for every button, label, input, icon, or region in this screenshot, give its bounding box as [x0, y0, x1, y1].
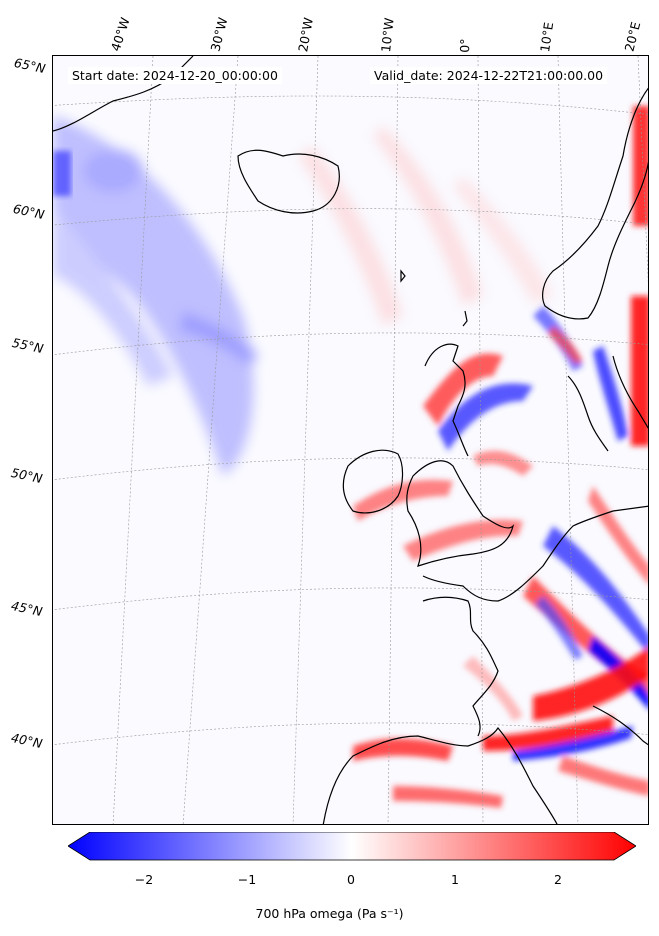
lon-label-40w: 40°W [107, 15, 133, 53]
lat-label-60n: 60°N [11, 200, 46, 223]
ascent-features-uk [353, 353, 533, 561]
graticule [53, 56, 648, 824]
faroe-islands [400, 269, 406, 283]
ireland-coast [342, 449, 404, 514]
omega-field-map [53, 56, 648, 824]
iceland-coast [237, 149, 340, 214]
lon-label-20w: 20°W [295, 16, 316, 53]
continent-coast [422, 505, 648, 602]
coastlines [53, 56, 648, 824]
lon-label-10e: 10°E [537, 21, 557, 53]
lat-label-50n: 50°N [9, 464, 44, 487]
denmark-coast [567, 375, 609, 452]
colorbar-tick: −1 [237, 872, 257, 887]
colorbar-label: 700 hPa omega (Pa s⁻¹) [255, 906, 404, 921]
lat-label-55n: 55°N [10, 334, 45, 357]
start-date-label: Start date: 2024-12-20_00:00:00 [68, 67, 282, 84]
colorbar-gradient [68, 832, 636, 861]
italy-coast [592, 705, 648, 746]
lon-label-20e: 20°E [621, 20, 644, 53]
lon-label-10w: 10°W [378, 17, 397, 53]
norway-coast [542, 87, 648, 320]
map-panel [52, 55, 649, 825]
scotland-coast [424, 343, 469, 457]
valid-date-label: Valid_date: 2024-12-22T21:00:00.00 [370, 67, 608, 84]
lon-label-0: 0° [457, 38, 473, 53]
ascent-streaks-ocean [298, 126, 553, 326]
lat-label-45n: 45°N [9, 597, 44, 620]
descent-region-northwest [53, 116, 258, 476]
lat-label-40n: 40°N [9, 729, 44, 752]
colorbar-tick: 1 [451, 872, 459, 887]
colorbar [68, 832, 636, 861]
colorbar-tick: 0 [347, 872, 355, 887]
iberia-coast [322, 726, 558, 824]
colorbar-tick: 2 [554, 872, 562, 887]
sweden-coast [612, 355, 648, 429]
lon-label-30w: 30°W [207, 15, 231, 54]
lat-label-65n: 65°N [12, 54, 47, 77]
shetland [462, 310, 468, 327]
britain-coast [406, 460, 515, 567]
france-coast [422, 596, 499, 737]
colorbar-tick: −2 [134, 872, 154, 887]
features-continent [353, 486, 648, 808]
